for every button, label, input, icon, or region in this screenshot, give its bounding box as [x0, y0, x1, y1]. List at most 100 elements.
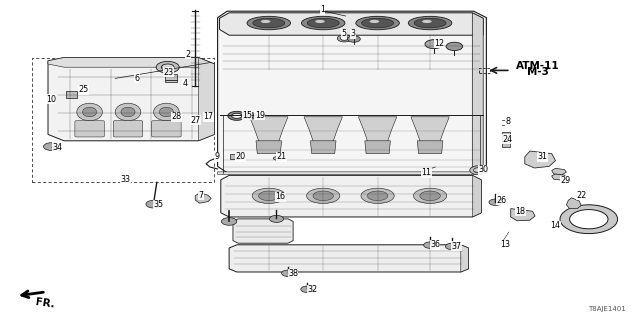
Text: 20: 20 [236, 152, 246, 161]
Polygon shape [48, 58, 214, 67]
Ellipse shape [362, 18, 394, 28]
Text: 23: 23 [163, 68, 173, 76]
Polygon shape [48, 58, 214, 141]
Text: 34: 34 [52, 143, 63, 152]
Ellipse shape [356, 16, 399, 30]
Text: 19: 19 [255, 111, 265, 120]
Polygon shape [198, 58, 214, 141]
Polygon shape [566, 198, 581, 209]
Ellipse shape [313, 191, 333, 201]
Text: T8AJE1401: T8AJE1401 [588, 306, 626, 312]
Ellipse shape [83, 107, 97, 117]
Text: 38: 38 [288, 269, 298, 278]
Polygon shape [220, 13, 483, 35]
Polygon shape [195, 193, 211, 203]
Text: 37: 37 [452, 242, 462, 251]
Polygon shape [358, 117, 397, 142]
Polygon shape [218, 172, 483, 174]
Polygon shape [256, 141, 282, 154]
Text: 16: 16 [275, 192, 285, 201]
Polygon shape [511, 209, 535, 221]
Text: 29: 29 [561, 176, 571, 185]
Ellipse shape [154, 103, 179, 121]
FancyBboxPatch shape [113, 121, 143, 137]
Text: 28: 28 [172, 112, 182, 121]
Text: 35: 35 [154, 200, 164, 209]
Text: 5: 5 [341, 29, 346, 38]
Text: 8: 8 [506, 117, 511, 126]
Ellipse shape [159, 107, 173, 117]
Bar [32, 58, 214, 182]
Text: 31: 31 [538, 152, 548, 161]
Polygon shape [417, 141, 443, 154]
Text: 21: 21 [276, 152, 287, 161]
Polygon shape [472, 13, 483, 173]
Circle shape [301, 286, 314, 292]
Ellipse shape [115, 103, 141, 121]
Polygon shape [411, 117, 449, 142]
Ellipse shape [420, 191, 440, 201]
Circle shape [44, 143, 59, 150]
Ellipse shape [414, 18, 446, 28]
Text: 10: 10 [46, 95, 56, 104]
Text: 17: 17 [204, 112, 214, 121]
Polygon shape [310, 141, 336, 154]
Ellipse shape [121, 107, 135, 117]
Text: 15: 15 [242, 111, 252, 120]
Text: 2: 2 [186, 50, 191, 59]
Ellipse shape [361, 188, 394, 204]
Bar [479, 68, 490, 73]
Text: 11: 11 [421, 168, 431, 177]
Ellipse shape [247, 16, 291, 30]
Circle shape [446, 42, 463, 51]
Ellipse shape [422, 20, 432, 23]
Ellipse shape [273, 156, 284, 160]
Text: 12: 12 [434, 39, 444, 48]
Text: FR.: FR. [35, 297, 56, 309]
Ellipse shape [301, 16, 345, 30]
Bar [66, 91, 77, 98]
Polygon shape [221, 175, 481, 217]
Polygon shape [250, 117, 288, 142]
Circle shape [221, 218, 237, 225]
Text: 33: 33 [120, 175, 131, 184]
Circle shape [489, 199, 502, 205]
Ellipse shape [315, 20, 325, 23]
Polygon shape [552, 168, 566, 175]
Polygon shape [552, 174, 566, 180]
Polygon shape [461, 245, 468, 272]
Text: 14: 14 [550, 221, 561, 230]
Bar [165, 74, 177, 82]
Ellipse shape [252, 188, 285, 204]
Text: 9: 9 [214, 152, 220, 161]
Text: 7: 7 [198, 191, 204, 200]
Text: 36: 36 [430, 240, 440, 249]
Text: 25: 25 [78, 85, 88, 94]
Text: 3: 3 [351, 29, 356, 38]
Ellipse shape [253, 18, 285, 28]
Text: 18: 18 [515, 207, 525, 216]
Circle shape [269, 215, 284, 222]
Text: 13: 13 [500, 240, 511, 249]
Ellipse shape [367, 191, 388, 201]
Ellipse shape [413, 188, 447, 204]
FancyBboxPatch shape [152, 121, 181, 137]
Text: 32: 32 [307, 285, 317, 294]
Text: 22: 22 [576, 191, 586, 200]
Circle shape [445, 243, 458, 250]
Bar [230, 154, 241, 159]
Text: 1: 1 [320, 5, 325, 14]
Polygon shape [218, 11, 486, 173]
Text: 27: 27 [191, 116, 201, 124]
FancyBboxPatch shape [75, 121, 104, 137]
Circle shape [282, 270, 294, 276]
Polygon shape [472, 175, 481, 217]
Polygon shape [233, 219, 293, 243]
Text: M-3: M-3 [527, 67, 548, 77]
Circle shape [425, 40, 443, 49]
Ellipse shape [307, 188, 340, 204]
Ellipse shape [261, 20, 270, 23]
Ellipse shape [77, 103, 102, 121]
Circle shape [146, 200, 161, 208]
Text: 24: 24 [502, 135, 513, 144]
